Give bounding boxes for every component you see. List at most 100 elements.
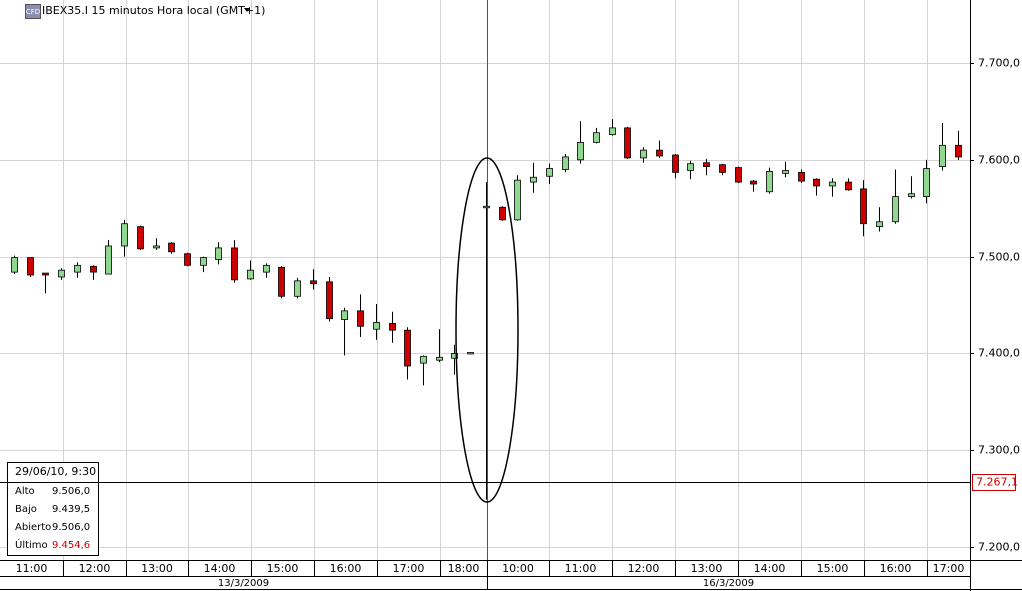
candle-body [357, 310, 364, 327]
candle-body [27, 257, 34, 276]
candle-body [42, 272, 49, 276]
candle-body [11, 257, 18, 273]
info-label: Abierto [15, 522, 51, 533]
x-tick-label: 14:00 [754, 562, 786, 575]
y-tick-label: 7.500,0 [978, 251, 1020, 264]
x-tick-label: 12:00 [79, 562, 111, 575]
x-tick-label: 11:00 [16, 562, 48, 575]
candle-body [278, 266, 285, 297]
candle-body [530, 176, 537, 183]
x-tick-label: 18:00 [448, 562, 480, 575]
candle-body [813, 178, 820, 187]
candle-body [200, 257, 207, 266]
candle-body [577, 141, 584, 161]
icon [25, 4, 41, 19]
candle-body [499, 206, 506, 221]
candle-body [656, 149, 663, 157]
candle-body [640, 149, 647, 159]
candle-body [860, 188, 867, 225]
y-tick-label: 7.400,0 [978, 347, 1020, 360]
candle-body [436, 356, 443, 361]
candles [11, 119, 962, 500]
candle-body [845, 181, 852, 191]
info-value: 9.506,0 [52, 486, 90, 497]
candle-body [735, 167, 742, 183]
candle-body [168, 242, 175, 253]
grid [0, 0, 970, 560]
chart-title: IBEX35.I 15 minutos Hora local (GMT+1) [42, 4, 265, 17]
candle-body [798, 172, 805, 182]
icon-label: CFD [26, 8, 40, 16]
info-box-frame [7, 462, 99, 556]
candle-body [184, 253, 191, 266]
info-label: Bajo [15, 504, 37, 515]
candle-body [955, 144, 962, 158]
candle-body [514, 179, 521, 221]
candle-body [923, 168, 930, 198]
candle-body [562, 156, 569, 170]
x-tick-label: 14:00 [204, 562, 236, 575]
x-tick-label: 16:00 [330, 562, 362, 575]
candle-body [121, 223, 128, 247]
candle-body [58, 269, 65, 278]
candle-body [231, 247, 238, 281]
candle-body [420, 355, 427, 364]
candle-body [672, 154, 679, 173]
candle-body [719, 164, 726, 173]
candle-body [876, 221, 883, 228]
x-tick-label: 16:00 [880, 562, 912, 575]
info-value: 9.439,5 [52, 504, 90, 515]
candle-body [326, 281, 333, 319]
candle-body [404, 329, 411, 367]
x-tick-label: 13:00 [691, 562, 723, 575]
info-label: Alto [15, 486, 35, 497]
candle-body [593, 132, 600, 143]
x-tick-label: 17:00 [393, 562, 425, 575]
candle-body [74, 264, 81, 273]
date-label: 16/3/2009 [703, 578, 754, 589]
candle-body [892, 196, 899, 223]
candle-body [467, 352, 474, 355]
candle-body [483, 205, 490, 209]
info-label: Último [15, 538, 48, 551]
candle-body [247, 269, 254, 280]
crosshair-tag [972, 474, 1016, 491]
info-value: 9.454,6 [52, 540, 90, 551]
candle-body [766, 171, 773, 193]
candle-body [829, 181, 836, 187]
info-value: 9.506,0 [52, 522, 90, 533]
date-label: 13/3/2009 [218, 578, 269, 589]
candle-body [908, 193, 915, 198]
dropdown-arrow[interactable] [244, 8, 250, 12]
x-tick-label: 13:00 [141, 562, 173, 575]
candle-body [703, 162, 710, 167]
candle-body [939, 144, 946, 167]
y-tick-label: 7.600,0 [978, 154, 1020, 167]
candle-body [373, 322, 380, 330]
x-tick-label: 17:00 [933, 562, 965, 575]
candle-body [153, 245, 160, 249]
x-tick-label: 15:00 [267, 562, 299, 575]
x-tick-label: 15:00 [817, 562, 849, 575]
y-tick-label: 7.300,0 [978, 444, 1020, 457]
candle-body [609, 127, 616, 136]
candle-body [624, 127, 631, 159]
candle-body [546, 168, 553, 177]
x-tick-label: 12:00 [628, 562, 660, 575]
y-tick-label: 7.700,0 [978, 57, 1020, 70]
crosshair-label: 7.267,1 [976, 476, 1018, 489]
x-tick-label: 10:00 [502, 562, 534, 575]
candle-body [294, 280, 301, 297]
candle-body [263, 264, 270, 273]
candle-body [137, 226, 144, 250]
candle-body [90, 265, 97, 273]
candle-body [341, 310, 348, 320]
info-box: 29/06/10, 9:30 Alto 9.506,0 Bajo 9.439,5… [7, 462, 99, 556]
y-tick-label: 7.200,0 [978, 541, 1020, 554]
candle-body [750, 180, 757, 185]
highlight-ellipse [455, 157, 519, 503]
info-title: 29/06/10, 9:30 [15, 465, 96, 478]
candle-body [215, 247, 222, 260]
